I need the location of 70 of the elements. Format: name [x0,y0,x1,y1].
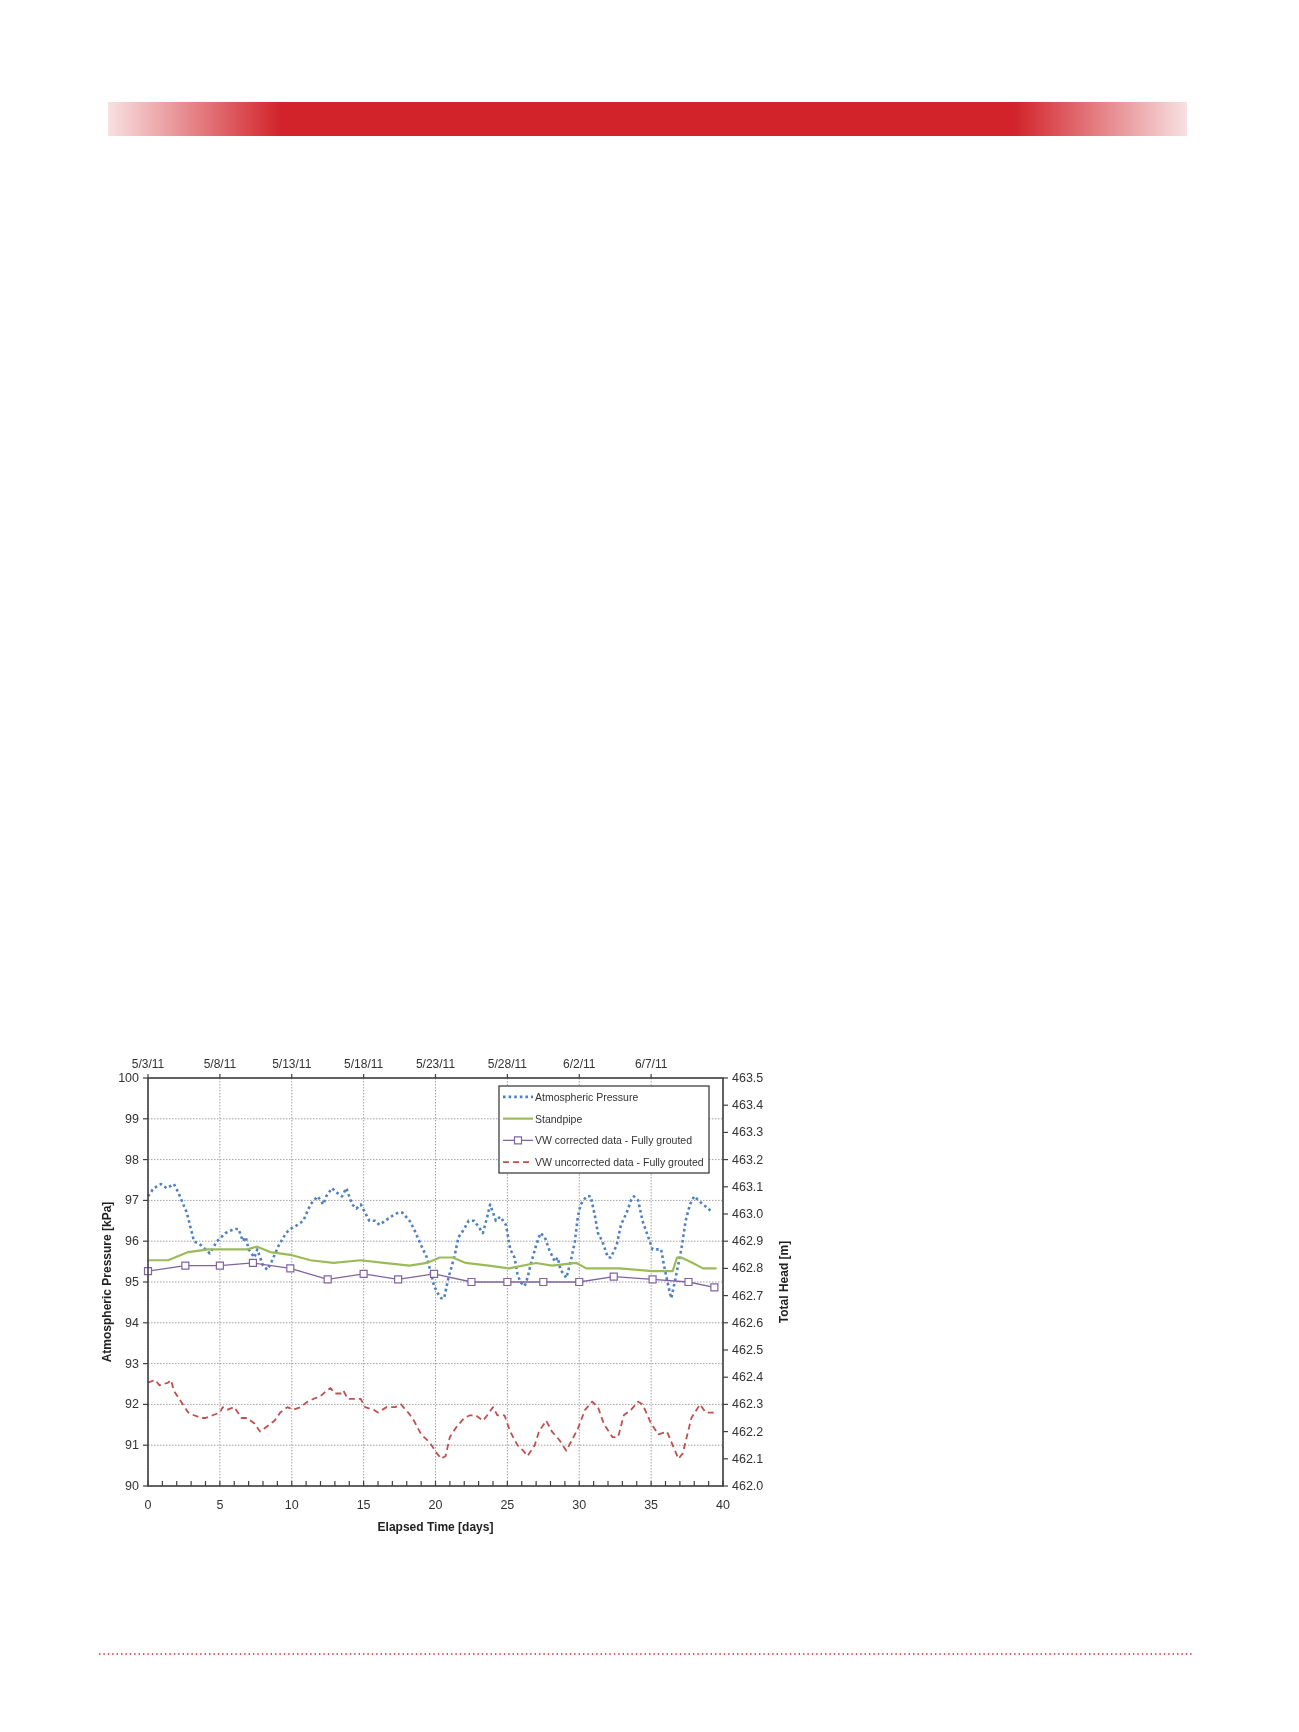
y2-tick-label: 462.2 [732,1424,764,1439]
x2-tick-label: 5/8/11 [203,1057,237,1071]
x2-tick-label: 5/13/11 [272,1057,312,1071]
y-tick-label: 97 [125,1193,140,1208]
y2-tick-label: 462.1 [732,1451,764,1466]
point [467,1277,476,1287]
y2-tick-label: 463.2 [732,1152,764,1167]
y-tick-label: 99 [125,1111,140,1126]
y-axis-title: Atmospheric Pressure [kPa] [100,1201,114,1363]
x2-tick-label: 5/23/11 [415,1057,456,1071]
line-series [147,1379,716,1460]
point [181,1261,190,1270]
x2-tick-label: 5/28/11 [487,1057,528,1071]
x-tick-label: 35 [644,1498,659,1512]
line-series [146,1245,717,1273]
legend-label: VW uncorrected data - Fully grouted [535,1156,704,1169]
x-tick-label: 30 [572,1498,587,1512]
point [359,1269,368,1278]
point [503,1277,512,1287]
point [575,1277,584,1287]
x2-tick-label: 6/7/11 [634,1057,668,1071]
y2-tick-label: 463.4 [732,1098,764,1113]
y2-tick-label: 463.0 [732,1207,764,1221]
legend-label: Atmospheric Pressure [535,1090,639,1103]
point [215,1261,224,1270]
y-tick-label: 91 [125,1438,140,1453]
x-tick-label: 40 [716,1498,730,1512]
point [648,1275,657,1284]
y-tick-label: 96 [125,1234,140,1249]
point [539,1277,548,1287]
point [684,1277,693,1287]
x2-tick-label: 5/18/11 [344,1057,384,1071]
y2-tick-label: 462.7 [732,1288,764,1303]
y-tick-label: 98 [125,1152,140,1167]
x-tick-label: 20 [428,1498,443,1512]
y-tick-label: 95 [125,1275,140,1289]
y-tick-label: 92 [125,1397,140,1412]
y2-tick-label: 463.1 [732,1179,764,1194]
point [323,1275,332,1284]
x2-tick-label: 6/2/11 [563,1057,596,1071]
point [248,1258,258,1268]
x-tick-label: 0 [144,1498,152,1512]
y-tick-label: 93 [125,1356,140,1371]
y2-tick-label: 462.8 [732,1261,764,1276]
point [429,1269,439,1278]
legend-label: VW corrected data - Fully grouted [535,1134,693,1147]
line-series [146,1182,713,1300]
y2-tick-label: 463.5 [732,1071,764,1085]
y2-tick-label: 462.9 [732,1234,764,1249]
y2-tick-label: 462.3 [732,1397,764,1412]
x-axis-title: Elapsed Time [days] [377,1520,494,1534]
y2-tick-label: 463.3 [732,1125,764,1140]
y-tick-label: 90 [125,1479,140,1493]
y2-axis-title: Total Head [m] [777,1240,791,1324]
y-tick-label: 100 [118,1071,140,1085]
x-tick-label: 10 [284,1498,299,1512]
y2-tick-label: 462.4 [732,1370,764,1385]
x2-tick-label: 5/3/11 [131,1057,165,1071]
legend-label: Standpipe [535,1112,583,1125]
point [710,1283,719,1292]
x-tick-label: 25 [500,1498,515,1512]
y2-tick-label: 462.5 [732,1343,764,1357]
x-tick-label: 5 [216,1498,224,1512]
y2-tick-label: 462.6 [732,1315,764,1330]
y2-tick-label: 462.0 [732,1479,764,1493]
point [609,1272,618,1281]
x-tick-label: 15 [356,1498,371,1512]
y-tick-label: 94 [125,1315,140,1330]
point [394,1275,403,1284]
point [286,1264,295,1273]
